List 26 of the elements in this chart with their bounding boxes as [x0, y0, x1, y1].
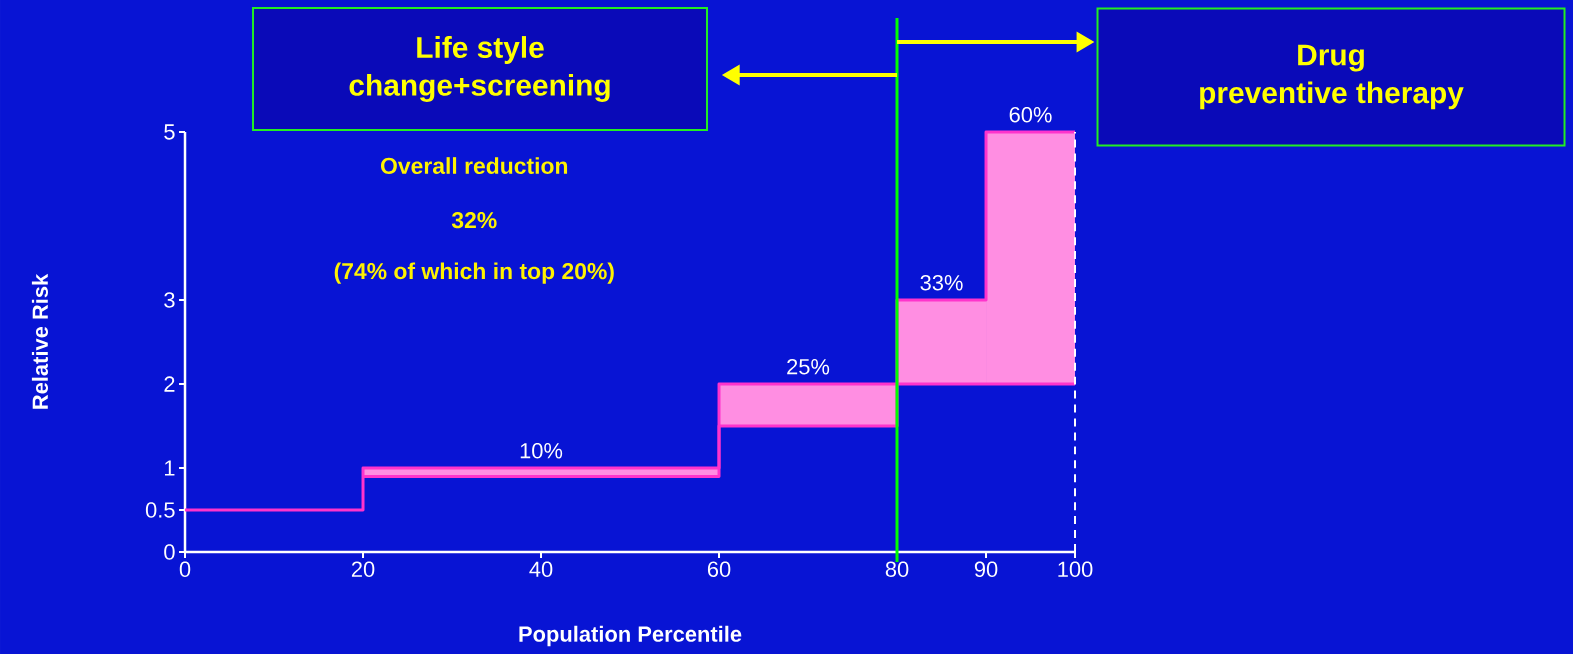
x-tick-label: 60	[707, 561, 731, 578]
y-axis-title: Relative Risk	[31, 273, 49, 409]
x-tick-label: 80	[885, 561, 909, 578]
annotation: 33%	[920, 274, 963, 291]
x-tick-label: 20	[351, 561, 375, 578]
text: preventive therapy	[1200, 81, 1464, 110]
x-tick-label: 100	[1058, 561, 1093, 578]
y-tick-label: 3	[164, 292, 175, 308]
text: Drug	[1298, 44, 1364, 72]
x-tick-label: 40	[529, 561, 553, 578]
annotation: (74% of which in top 20%)	[334, 262, 614, 284]
annotation: 32%	[451, 212, 497, 229]
y-tick-label: 0	[164, 544, 175, 560]
text: change+screening	[349, 73, 610, 102]
x-axis-title: Population Percentile	[519, 625, 742, 647]
y-tick-label: 5	[164, 124, 175, 140]
annotation: 25%	[787, 358, 830, 375]
text: Life style	[417, 36, 544, 64]
annotation: Overall reduction	[380, 157, 568, 174]
x-tick-label: 90	[974, 561, 998, 578]
text: 60%	[1009, 106, 1052, 123]
y-tick-label: 0.5	[145, 502, 175, 518]
y-tick-label: 1	[165, 460, 175, 476]
annotation: 10%	[520, 442, 563, 459]
y-tick-label: 2	[164, 376, 175, 392]
x-tick-label: 0	[179, 561, 191, 578]
